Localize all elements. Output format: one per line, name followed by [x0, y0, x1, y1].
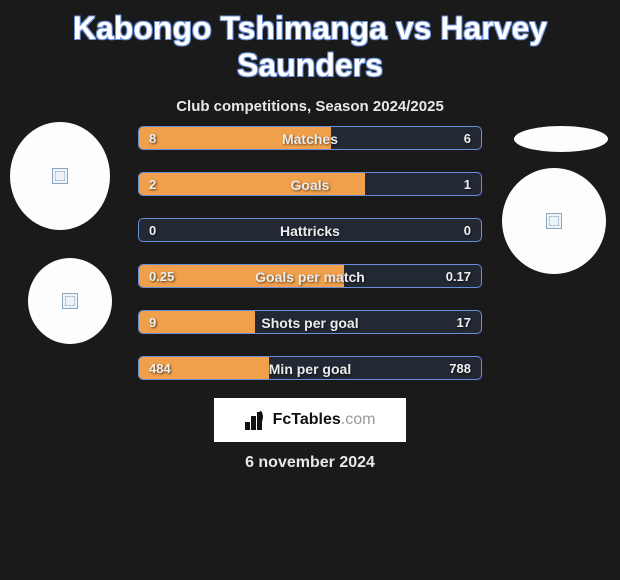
- comparison-chart: 8 Matches 6 2 Goals 1 0 Hattricks 0 0.25…: [138, 126, 482, 402]
- value-right: 0: [464, 219, 471, 241]
- player-avatar-right-ellipse: [514, 126, 608, 152]
- bar-label: Matches: [139, 127, 481, 149]
- bar-row: 8 Matches 6: [138, 126, 482, 150]
- bar-row: 0.25 Goals per match 0.17: [138, 264, 482, 288]
- bar-label: Hattricks: [139, 219, 481, 241]
- logo-text: FcTables.com: [273, 411, 376, 429]
- bar-label: Shots per goal: [139, 311, 481, 333]
- logo-suffix: .com: [341, 411, 376, 428]
- placeholder-icon: [546, 213, 562, 229]
- bar-row: 2 Goals 1: [138, 172, 482, 196]
- value-right: 17: [457, 311, 471, 333]
- player-avatar-left-1: [10, 122, 110, 230]
- value-right: 0.17: [446, 265, 471, 287]
- subtitle: Club competitions, Season 2024/2025: [0, 98, 620, 115]
- bar-label: Goals: [139, 173, 481, 195]
- placeholder-icon: [52, 168, 68, 184]
- page-title: Kabongo Tshimanga vs Harvey Saunders: [0, 0, 620, 84]
- date-label: 6 november 2024: [0, 454, 620, 472]
- bar-label: Min per goal: [139, 357, 481, 379]
- bar-row: 0 Hattricks 0: [138, 218, 482, 242]
- logo-brand: FcTables: [273, 411, 341, 428]
- bar-chart-icon: [245, 410, 267, 430]
- value-right: 6: [464, 127, 471, 149]
- player-avatar-right-1: [502, 168, 606, 274]
- player-avatar-left-2: [28, 258, 112, 344]
- bar-row: 9 Shots per goal 17: [138, 310, 482, 334]
- value-right: 788: [449, 357, 471, 379]
- bar-row: 484 Min per goal 788: [138, 356, 482, 380]
- fctables-logo: FcTables.com: [214, 398, 406, 442]
- value-right: 1: [464, 173, 471, 195]
- bar-label: Goals per match: [139, 265, 481, 287]
- placeholder-icon: [62, 293, 78, 309]
